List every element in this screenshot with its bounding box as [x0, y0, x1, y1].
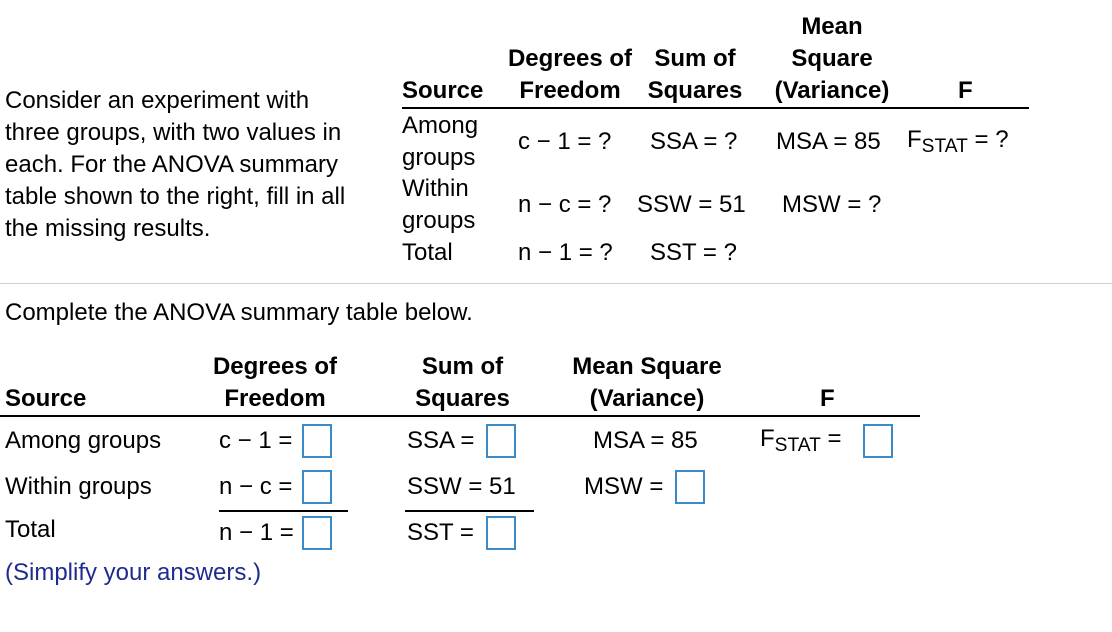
given-header-f: F	[958, 77, 973, 104]
answer-header-rule	[0, 415, 920, 417]
prompt-line: Consider an experiment with	[5, 87, 310, 114]
answer-total-df-label: n − 1 =	[219, 519, 294, 546]
answer-total-ss-label: SST =	[407, 519, 474, 546]
df-total-rule	[219, 510, 348, 512]
prompt-line: each. For the ANOVA summary	[5, 151, 339, 178]
answer-within-ss: SSW = 51	[407, 473, 516, 500]
given-among-df: c − 1 = ?	[518, 128, 612, 155]
given-header-ss: Sum of Squares	[647, 45, 743, 104]
given-among-ss: SSA = ?	[650, 128, 738, 155]
answer-among-ss-label: SSA =	[407, 427, 475, 454]
section-divider	[0, 283, 1112, 284]
answer-within-label: Within groups	[5, 473, 152, 500]
given-header-source: Source	[402, 77, 484, 104]
given-header-rule	[402, 107, 1029, 109]
prompt-line: the missing results.	[5, 215, 211, 242]
answer-among-f-label: FSTAT =	[760, 425, 842, 456]
answer-within-ms-label: MSW =	[584, 473, 664, 500]
answer-among-label: Among groups	[5, 427, 162, 454]
answer-header-ms: Mean Square (Variance)	[572, 353, 722, 412]
given-within-source: Within groups	[402, 175, 476, 234]
msw-input[interactable]	[675, 470, 705, 504]
given-total-df: n − 1 = ?	[518, 239, 613, 266]
df-among-input[interactable]	[302, 424, 332, 458]
answer-total-label: Total	[5, 516, 56, 543]
df-total-input[interactable]	[302, 516, 332, 550]
answer-header-ss: Sum of Squares	[415, 353, 510, 412]
answer-header-source: Source	[5, 385, 87, 412]
df-within-input[interactable]	[302, 470, 332, 504]
sst-input[interactable]	[486, 516, 516, 550]
prompt-line: table shown to the right, fill in all	[5, 183, 346, 210]
simplify-note: (Simplify your answers.)	[5, 559, 262, 586]
given-within-df: n − c = ?	[518, 191, 612, 218]
answer-among-ms: MSA = 85	[593, 427, 698, 454]
given-within-ms: MSW = ?	[782, 191, 882, 218]
given-total-source: Total	[402, 239, 453, 266]
answer-header-f: F	[820, 385, 835, 412]
prompt-text: Consider an experiment with three groups…	[5, 85, 345, 245]
given-among-ms: MSA = 85	[776, 128, 881, 155]
given-among-f: FSTAT = ?	[907, 126, 1009, 157]
given-header-df: Degrees of Freedom	[507, 45, 633, 104]
given-total-ss: SST = ?	[650, 239, 737, 266]
prompt-line: three groups, with two values in	[5, 119, 342, 146]
ss-total-rule	[405, 510, 534, 512]
fstat-input[interactable]	[863, 424, 893, 458]
given-among-source: Among groups	[402, 112, 479, 171]
given-header-ms: Mean Square (Variance)	[774, 13, 890, 104]
given-within-ss: SSW = 51	[637, 191, 746, 218]
answer-among-df-label: c − 1 =	[219, 427, 293, 454]
instruction-text: Complete the ANOVA summary table below.	[5, 299, 473, 326]
answer-header-df: Degrees of Freedom	[212, 353, 338, 412]
ssa-input[interactable]	[486, 424, 516, 458]
answer-within-df-label: n − c =	[219, 473, 293, 500]
